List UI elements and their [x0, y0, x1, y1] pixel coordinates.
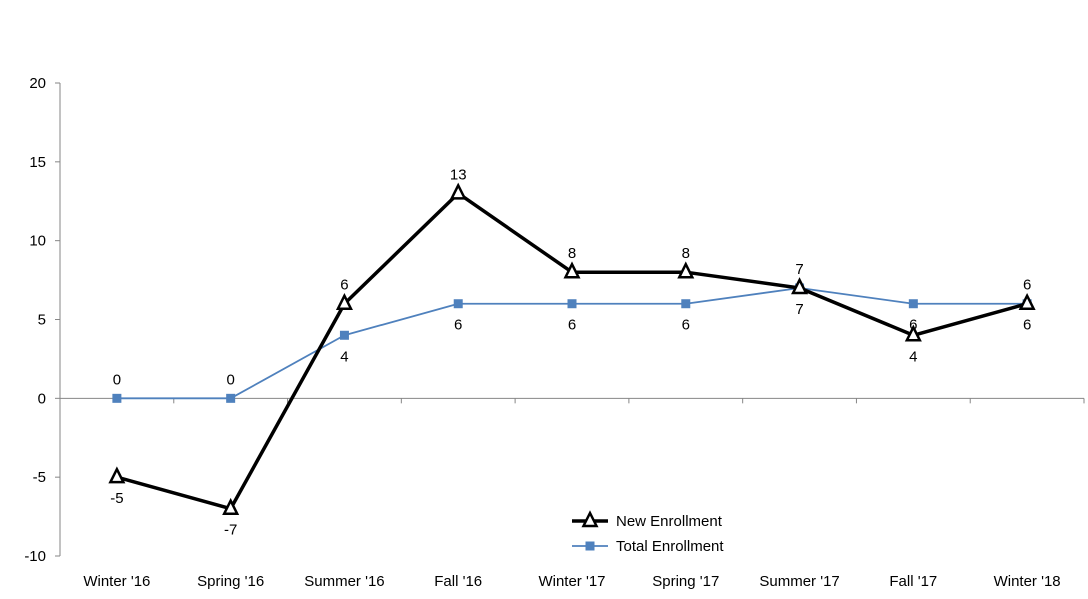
- data-label-new-enrollment: -7: [224, 522, 237, 539]
- legend-label: New Enrollment: [616, 513, 723, 530]
- series-line-new-enrollment: [116, 191, 1028, 511]
- x-tick-label: Spring '16: [197, 573, 264, 590]
- point-total-enrollment: [681, 299, 691, 309]
- data-label-new-enrollment: 13: [450, 166, 467, 183]
- chart-axes: -10 -5 0 5 10 15 20 Winter '16 Spring '16 Summer …: [24, 75, 1085, 590]
- data-label-new-enrollment: 7: [795, 261, 803, 278]
- y-tick-label: 5: [38, 312, 46, 329]
- data-label-total-enrollment: 6: [454, 317, 462, 334]
- data-label-total-enrollment: 0: [113, 371, 121, 388]
- y-tick-label: 0: [38, 390, 46, 407]
- data-label-new-enrollment: 6: [340, 277, 348, 294]
- x-tick-label: Fall '16: [434, 573, 482, 590]
- point-total-enrollment: [567, 299, 577, 309]
- chart-series: [108, 182, 1036, 515]
- chart-data-labels: -5 -7 6 13 8 8 7 4 6 0 0 4 6 6 6 7 6 6: [110, 166, 1031, 538]
- point-new-enrollment: [563, 261, 581, 279]
- legend-label: Total Enrollment: [616, 538, 724, 555]
- x-tick-label: Winter '18: [994, 573, 1061, 590]
- legend-marker: [581, 510, 599, 528]
- data-label-total-enrollment: 6: [568, 317, 576, 334]
- x-tick-label: Spring '17: [652, 573, 719, 590]
- data-label-new-enrollment: -5: [110, 490, 123, 507]
- data-label-total-enrollment: 7: [795, 301, 803, 318]
- point-total-enrollment: [453, 299, 463, 309]
- x-tick-label: Winter '17: [538, 573, 605, 590]
- point-new-enrollment: [904, 324, 922, 342]
- y-tick-label: -10: [24, 548, 46, 565]
- data-label-total-enrollment: 6: [682, 317, 690, 334]
- x-tick-label: Summer '17: [759, 573, 839, 590]
- data-label-total-enrollment: 0: [226, 371, 234, 388]
- point-new-enrollment: [449, 182, 467, 200]
- point-total-enrollment: [339, 330, 349, 340]
- data-label-total-enrollment: 6: [909, 317, 917, 334]
- y-tick-label: -5: [33, 469, 46, 486]
- data-label-new-enrollment: 8: [682, 245, 690, 262]
- point-new-enrollment: [677, 261, 695, 279]
- x-tick-label: Fall '17: [889, 573, 937, 590]
- point-total-enrollment: [112, 393, 122, 403]
- point-new-enrollment: [1018, 292, 1036, 310]
- data-label-new-enrollment: 4: [909, 348, 917, 365]
- chart-legend: New Enrollment Total Enrollment: [572, 510, 724, 555]
- x-tick-label: Winter '16: [83, 573, 150, 590]
- legend-marker: [585, 541, 595, 551]
- point-new-enrollment: [791, 277, 809, 295]
- y-tick-label: 20: [29, 75, 46, 92]
- y-tick-label: 10: [29, 233, 46, 250]
- y-tick-label: 15: [29, 154, 46, 171]
- point-total-enrollment: [226, 393, 236, 403]
- point-total-enrollment: [908, 299, 918, 309]
- point-new-enrollment: [335, 292, 353, 310]
- data-label-total-enrollment: 6: [1023, 317, 1031, 334]
- x-tick-label: Summer '16: [304, 573, 384, 590]
- data-label-new-enrollment: 8: [568, 245, 576, 262]
- point-new-enrollment: [222, 497, 240, 515]
- data-label-total-enrollment: 4: [340, 348, 348, 365]
- data-label-new-enrollment: 6: [1023, 277, 1031, 294]
- point-new-enrollment: [108, 466, 126, 484]
